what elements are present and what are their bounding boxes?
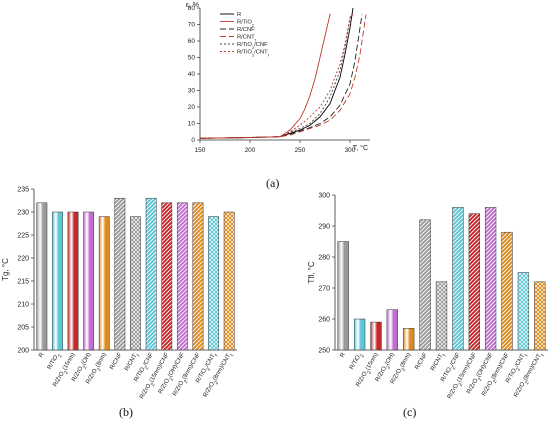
y-tick-label: 215 [17,278,29,285]
bar-r-zro2-oh-cnf [176,202,188,351]
series-line-r-cnf [199,14,363,139]
y-tick-label: 210 [17,301,29,308]
x-tick-label: 150 [195,147,206,154]
bar-r-zro2-15nm [370,321,382,351]
legend-label-r-tio2: R/TiO2 [237,20,255,28]
y-axis-title: Tg, °C [1,258,10,281]
x-tick-label-r-tio2: R/TiO2 [47,352,64,372]
x-tick-label-r-cnf: R/CNF [109,352,124,371]
y-tick-label: 60 [188,38,196,45]
legend-label-r-cntf: R/CNTf [237,35,257,43]
bar-r-cntf [130,216,141,351]
y-tick-label: 205 [17,324,29,331]
y-tick-label: 260 [318,316,330,323]
x-tick-label: 200 [245,147,256,154]
legend-label-r: R [237,12,241,18]
y-tick-label: 280 [318,254,330,261]
bar-r-zro2-15nm-cnf [468,213,480,351]
y-tick-label: 220 [17,255,29,262]
y-tick-label: 250 [318,347,330,354]
legend-label-r-tio2-cntf: R/TiO2/CNTf [237,50,270,58]
x-tick-label-r: R [38,351,46,358]
panel-label-c: (c) [403,405,417,419]
bar-r-zro2-8nm-cnf [192,202,204,351]
y-tick-label: 230 [17,209,29,216]
bar-r-tio2-cnf [452,207,464,351]
y-tick-label: 20 [188,104,196,111]
x-tick-label-r-tio2: R/TiO2 [349,352,366,372]
panel-label-a: (a) [266,176,280,190]
y-tick-label: 200 [17,347,29,354]
x-axis-title: T, °C [353,144,368,152]
bar-r-zro2-oh [386,309,398,351]
series-line-r [199,7,354,139]
y-tick-label: 70 [188,22,196,29]
bar-r [36,202,48,351]
bar-r-zro2-15nm-cnf [161,202,173,351]
bar-r-zro2-8nm-cnf [501,231,513,351]
bar-r-zro2-8nm-cntf [223,211,235,351]
y-tick-label: 225 [17,232,29,239]
x-tick-label-r: R [340,351,348,358]
y-tick-label: 0 [191,137,195,144]
bar-r-zro2-8nm-cntf [534,281,546,351]
y-axis-title: ε, % [186,2,199,9]
y-tick-label: 235 [17,186,29,193]
panel-label-b: (b) [119,405,133,419]
series-line-r-cntf [199,14,367,139]
bar-r-cnf [419,219,431,351]
bar-r-tio2-cntf [517,272,530,351]
series-line-r-tio2-cntf [199,14,354,139]
bar-r-tio2 [353,318,366,351]
series-line-r-tio2-cnf [199,14,352,139]
y-tick-label: 40 [188,71,196,78]
bar-r-zro2-8nm [403,328,415,351]
bar-r-zro2-8nm [98,216,110,351]
bar-r-tio2-cnf [145,197,157,351]
bar-r-zro2-oh-cnf [484,207,497,351]
x-tick-label: 300 [345,147,356,154]
series-line-r-tio2 [199,14,331,139]
legend-label-r-tio2-cnf: R/TiO2/CNF [237,42,268,50]
bar-r-cntf [435,281,448,351]
y-tick-label: 50 [188,55,196,62]
bar-r-cnf [114,197,126,351]
x-tick-label: 250 [295,147,306,154]
bar-r-zro2-oh [83,211,95,351]
bar-r-zro2-15nm [67,211,79,351]
legend-label-r-cnf: R/CNF [237,27,255,33]
y-tick-label: 300 [318,192,330,199]
bar-r-tio2-cntf [208,216,219,351]
bar-r-tio2 [52,211,63,351]
y-tick-label: 290 [318,223,330,230]
y-tick-label: 10 [188,121,196,128]
y-tick-label: 30 [188,88,196,95]
y-tick-label: 80 [188,5,196,12]
bar-r [337,241,349,351]
y-tick-label: 270 [318,285,330,292]
y-axis-title: Tfl, °C [307,261,316,284]
x-tick-label-r-cnf: R/CNF [414,352,429,371]
